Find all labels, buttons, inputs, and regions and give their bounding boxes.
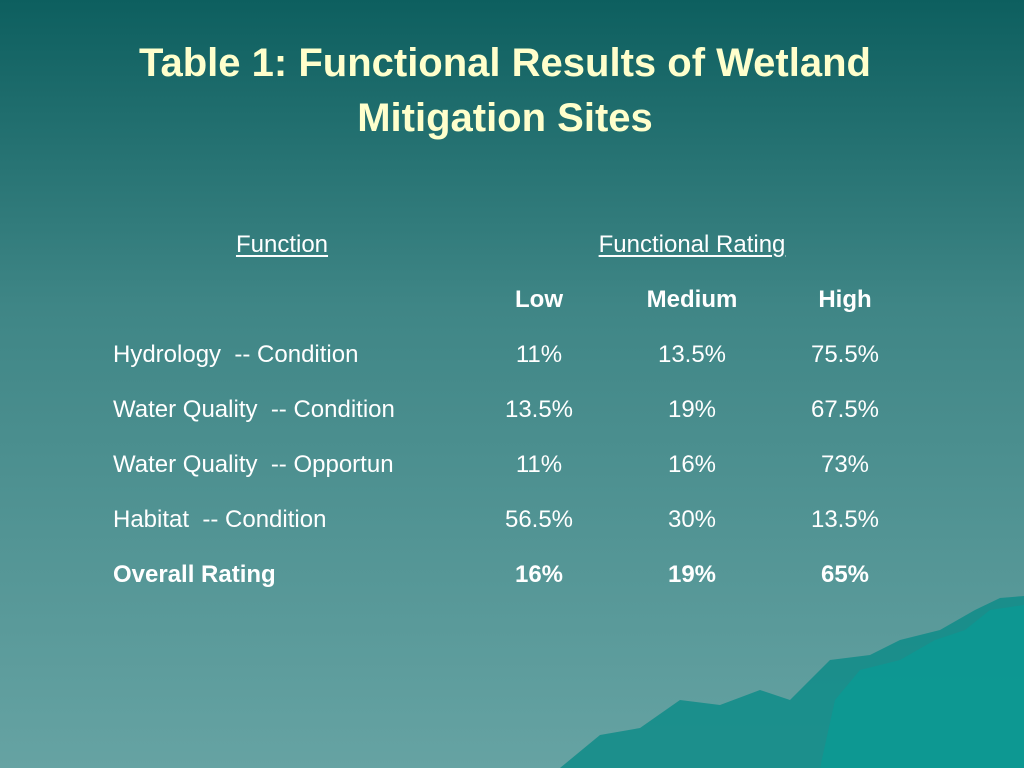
cell: 16% xyxy=(667,451,717,478)
summary-label: Overall Rating xyxy=(113,561,276,588)
cell: 11% xyxy=(515,451,563,478)
cell: 13.5% xyxy=(657,341,727,368)
cell: 13.5% xyxy=(810,506,880,533)
summary-cell: 19% xyxy=(667,561,717,588)
title-line: Table 1: Functional Results of Wetland xyxy=(139,41,871,85)
row-label: Water Quality -- Opportun xyxy=(113,451,394,478)
cell: 75.5% xyxy=(810,341,880,368)
title-line: Mitigation Sites xyxy=(357,96,653,140)
column-header: Function xyxy=(235,231,329,258)
cell: 73% xyxy=(820,451,870,478)
cell: 30% xyxy=(667,506,717,533)
column-header: Functional Rating xyxy=(598,231,786,258)
cell: 11% xyxy=(515,341,563,368)
row-label: Hydrology -- Condition xyxy=(113,341,359,368)
summary-cell: 16% xyxy=(514,561,564,588)
sub-header: Medium xyxy=(646,286,738,313)
sub-header: Low xyxy=(515,286,563,313)
summary-cell: 65% xyxy=(820,561,870,588)
row-label: Water Quality -- Condition xyxy=(113,396,395,423)
cell: 13.5% xyxy=(504,396,574,423)
cell: 19% xyxy=(667,396,717,423)
sub-header: High xyxy=(818,286,872,313)
cell: 56.5% xyxy=(504,506,574,533)
row-label: Habitat -- Condition xyxy=(113,506,327,533)
cell: 67.5% xyxy=(810,396,880,423)
